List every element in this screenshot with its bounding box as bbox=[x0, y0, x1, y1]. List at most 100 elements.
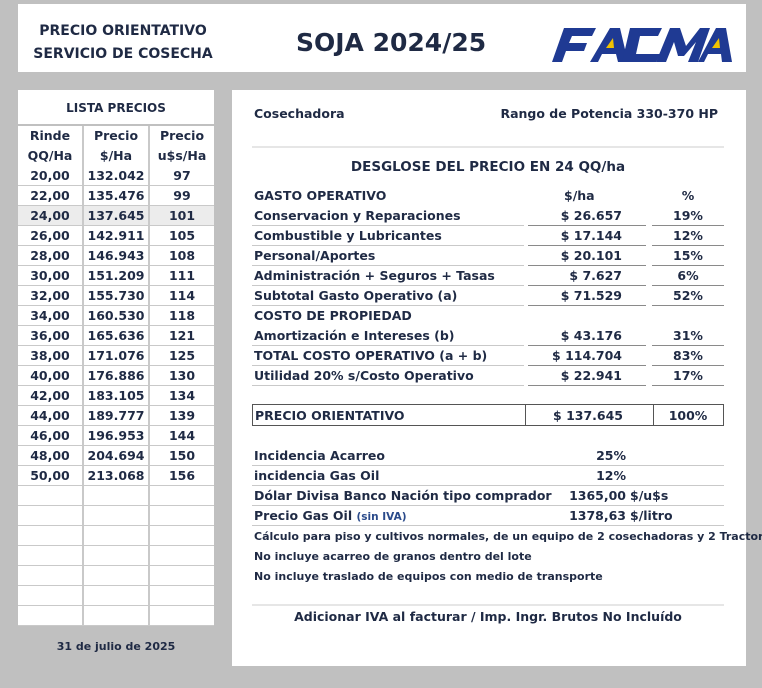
cost-amount: $ 7.627 bbox=[569, 268, 622, 283]
cell-usd: 150 bbox=[168, 448, 196, 463]
cell-rinde: 42,00 bbox=[30, 388, 70, 403]
power-range: Rango de Potencia 330-370 HP bbox=[500, 106, 718, 121]
cell-precio: 135.476 bbox=[87, 188, 145, 203]
incidence-unit: $/litro bbox=[630, 508, 673, 523]
note-line: Cálculo para piso y cultivos normales, d… bbox=[254, 530, 762, 543]
row-underline bbox=[528, 265, 646, 266]
price-list-row: 40,00 176.886 130 bbox=[18, 366, 214, 386]
price-list-row: 32,00 155.730 114 bbox=[18, 286, 214, 306]
price-list-row: 24,00 137.645 101 bbox=[18, 206, 214, 226]
cell-usd bbox=[150, 586, 214, 606]
cell-usd bbox=[150, 486, 214, 506]
cell-precio bbox=[84, 606, 148, 626]
price-list-row: 50,00 213.068 156 bbox=[18, 466, 214, 486]
cost-amount: $ 20.101 bbox=[560, 248, 622, 263]
price-list-row: 48,00 204.694 150 bbox=[18, 446, 214, 466]
price-list-row bbox=[18, 506, 214, 526]
precio-amount: $ 137.645 bbox=[553, 408, 623, 423]
cell-precio: 142.911 bbox=[87, 228, 145, 243]
cost-pct: 19% bbox=[673, 208, 703, 223]
cost-row: Amortización e Intereses (b) $ 43.176 31% bbox=[252, 326, 724, 346]
cell-precio bbox=[84, 506, 148, 526]
note-line: No incluye traslado de equipos con medio… bbox=[254, 570, 603, 583]
cell-usd: 139 bbox=[168, 408, 196, 423]
cell-usd: 97 bbox=[173, 168, 191, 183]
cell-rinde: 26,00 bbox=[30, 228, 70, 243]
cost-label: Amortización e Intereses (b) bbox=[254, 328, 455, 343]
precio-label: PRECIO ORIENTATIVO bbox=[255, 408, 405, 423]
cost-row: Combustible y Lubricantes $ 17.144 12% bbox=[252, 226, 724, 246]
incidence-label: Dólar Divisa Banco Nación tipo comprador bbox=[254, 488, 552, 503]
cell-rinde bbox=[18, 486, 82, 506]
facma-logo bbox=[552, 28, 732, 62]
cell-usd: 156 bbox=[168, 468, 196, 483]
cell-rinde: 24,00 bbox=[30, 208, 70, 223]
cell-precio: 151.209 bbox=[87, 268, 145, 283]
row-underline bbox=[652, 265, 724, 266]
cost-row: Personal/Aportes $ 20.101 15% bbox=[252, 246, 724, 266]
price-list-row bbox=[18, 486, 214, 506]
cell-usd: 121 bbox=[168, 328, 196, 343]
section-label: COSTO DE PROPIEDAD bbox=[254, 308, 412, 323]
cell-rinde: 30,00 bbox=[30, 268, 70, 283]
cell-usd: 108 bbox=[168, 248, 196, 263]
col-usd-unit: u$s/Ha bbox=[157, 148, 207, 163]
cost-amount: $ 17.144 bbox=[560, 228, 622, 243]
cell-usd: 111 bbox=[168, 268, 196, 283]
price-list-row: 26,00 142.911 105 bbox=[18, 226, 214, 246]
cell-rinde bbox=[18, 526, 82, 546]
incidence-label-text: Incidencia Acarreo bbox=[254, 448, 385, 463]
row-underline bbox=[652, 225, 724, 226]
row-underline bbox=[528, 225, 646, 226]
cost-amount: $ 22.941 bbox=[560, 368, 622, 383]
cell-precio: 204.694 bbox=[87, 448, 145, 463]
header: PRECIO ORIENTATIVO SERVICIO DE COSECHA S… bbox=[18, 4, 746, 72]
cell-usd: 114 bbox=[168, 288, 196, 303]
header-title-line1: PRECIO ORIENTATIVO bbox=[39, 23, 207, 39]
price-list-row: 30,00 151.209 111 bbox=[18, 266, 214, 286]
cell-usd bbox=[150, 606, 214, 626]
incidence-value: 1378,63 bbox=[569, 508, 626, 523]
incidence-label-text: incidencia Gas Oil bbox=[254, 468, 380, 483]
cell-rinde: 36,00 bbox=[30, 328, 70, 343]
price-list-rows: 20,00 132.042 97 22,00 135.476 99 24,00 137.645… bbox=[18, 166, 214, 626]
price-list-row: 46,00 196.953 144 bbox=[18, 426, 214, 446]
col-rinde-header: Rinde QQ/Ha bbox=[18, 126, 82, 166]
cell-rinde bbox=[18, 546, 82, 566]
row-underline bbox=[528, 285, 646, 286]
cell-rinde bbox=[18, 586, 82, 606]
row-underline bbox=[652, 305, 724, 306]
cell-precio: 189.777 bbox=[87, 408, 145, 423]
breakdown-panel: Cosechadora Rango de Potencia 330-370 HP… bbox=[232, 90, 762, 666]
cost-pct: 6% bbox=[677, 268, 699, 283]
cost-pct: 52% bbox=[673, 288, 703, 303]
header-title: PRECIO ORIENTATIVO SERVICIO DE COSECHA bbox=[18, 20, 228, 66]
cost-label: Conservacion y Reparaciones bbox=[254, 208, 461, 223]
col-usd-label: Precio bbox=[159, 128, 205, 143]
cell-precio bbox=[84, 586, 148, 606]
cost-label: TOTAL COSTO OPERATIVO (a + b) bbox=[254, 348, 488, 363]
cell-rinde: 44,00 bbox=[30, 408, 70, 423]
row-underline bbox=[528, 365, 646, 366]
cell-rinde: 46,00 bbox=[30, 428, 70, 443]
cost-label: Combustible y Lubricantes bbox=[254, 228, 442, 243]
crop-title: SOJA 2024/25 bbox=[296, 28, 487, 57]
col-rinde-label: Rinde bbox=[29, 128, 71, 143]
row-underline bbox=[652, 345, 724, 346]
cost-row: Subtotal Gasto Operativo (a) $ 71.529 52% bbox=[252, 286, 724, 306]
column-divider bbox=[82, 126, 84, 626]
col-rinde-unit: QQ/Ha bbox=[27, 148, 73, 163]
cell-usd: 118 bbox=[168, 308, 196, 323]
cell-precio bbox=[84, 546, 148, 566]
row-underline bbox=[252, 225, 524, 226]
row-underline bbox=[252, 245, 524, 246]
row-underline bbox=[528, 305, 646, 306]
cell-usd: 134 bbox=[168, 388, 196, 403]
section-label: GASTO OPERATIVO bbox=[254, 188, 387, 203]
cost-pct: 31% bbox=[673, 328, 703, 343]
cell-usd bbox=[150, 526, 214, 546]
cost-row: Conservacion y Reparaciones $ 26.657 19% bbox=[252, 206, 724, 226]
row-underline bbox=[252, 265, 524, 266]
cost-label: Personal/Aportes bbox=[254, 248, 376, 263]
precio-pct: 100% bbox=[668, 408, 708, 423]
